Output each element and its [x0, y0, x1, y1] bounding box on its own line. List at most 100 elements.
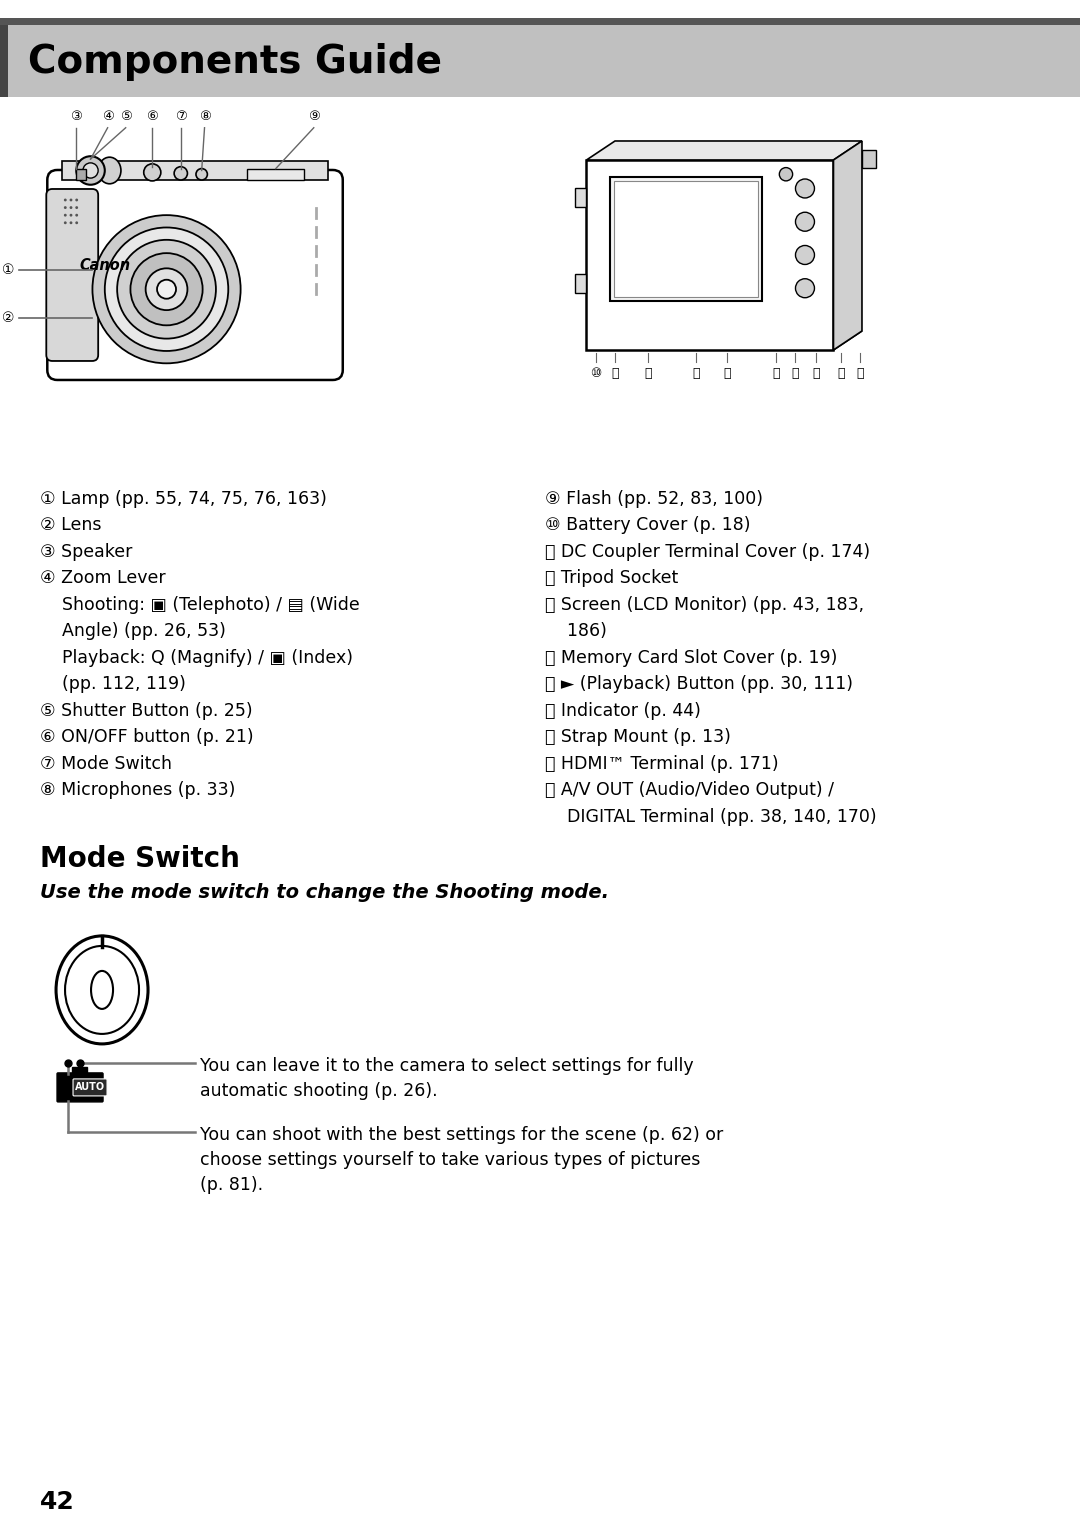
Text: ⑫ Tripod Socket: ⑫ Tripod Socket [545, 569, 678, 587]
Circle shape [64, 207, 67, 208]
Bar [610, 176, 762, 301]
Text: ③: ③ [70, 110, 82, 123]
Text: Mode Switch: Mode Switch [40, 846, 240, 873]
Text: ⑩: ⑩ [591, 367, 602, 380]
Bar [575, 189, 586, 207]
Circle shape [780, 167, 793, 181]
Text: You can leave it to the camera to select settings for fully
automatic shooting (: You can leave it to the camera to select… [200, 1057, 693, 1100]
Text: ⑭: ⑭ [724, 367, 731, 380]
Text: ⑰ Strap Mount (p. 13): ⑰ Strap Mount (p. 13) [545, 729, 731, 747]
Circle shape [76, 222, 78, 224]
Circle shape [93, 214, 241, 364]
Text: You can shoot with the best settings for the scene (p. 62) or
choose settings yo: You can shoot with the best settings for… [200, 1126, 724, 1194]
Text: ⑬: ⑬ [692, 367, 700, 380]
Bar [0, 24, 8, 97]
Polygon shape [586, 332, 862, 350]
Text: ⑯ Indicator (p. 44): ⑯ Indicator (p. 44) [545, 701, 701, 719]
Circle shape [64, 199, 67, 201]
Ellipse shape [98, 157, 121, 184]
Text: ⑪: ⑪ [611, 367, 619, 380]
Text: ⑦ Mode Switch: ⑦ Mode Switch [40, 754, 172, 773]
Polygon shape [834, 141, 862, 350]
Text: ⑱ HDMI™ Terminal (p. 171): ⑱ HDMI™ Terminal (p. 171) [545, 754, 779, 773]
FancyBboxPatch shape [48, 170, 342, 380]
Circle shape [76, 207, 78, 208]
Text: ⑪ DC Coupler Terminal Cover (p. 174): ⑪ DC Coupler Terminal Cover (p. 174) [545, 543, 870, 561]
Text: Components Guide: Components Guide [28, 43, 442, 81]
Text: ⑤ Shutter Button (p. 25): ⑤ Shutter Button (p. 25) [40, 701, 253, 719]
Bar [0, 18, 1080, 24]
Text: ②: ② [2, 310, 14, 324]
Bar [63, 161, 327, 179]
Bar [72, 1066, 87, 1075]
Text: ⑦: ⑦ [175, 110, 187, 123]
Text: ⑨: ⑨ [308, 110, 320, 123]
Circle shape [64, 222, 67, 224]
Circle shape [796, 278, 814, 298]
Text: Canon: Canon [79, 259, 131, 272]
Text: ⑧ Microphones (p. 33): ⑧ Microphones (p. 33) [40, 782, 235, 800]
Text: ⑫: ⑫ [645, 367, 652, 380]
Text: ④ Zoom Lever: ④ Zoom Lever [40, 569, 165, 587]
Circle shape [64, 214, 67, 216]
Ellipse shape [195, 169, 207, 179]
Text: ① Lamp (pp. 55, 74, 75, 76, 163): ① Lamp (pp. 55, 74, 75, 76, 163) [40, 490, 327, 508]
Circle shape [83, 163, 98, 178]
Text: ⑥: ⑥ [147, 110, 159, 123]
Circle shape [69, 214, 72, 216]
Bar [575, 274, 586, 294]
Polygon shape [586, 160, 834, 350]
Circle shape [157, 280, 176, 298]
Text: ⑱: ⑱ [837, 367, 845, 380]
Bar [77, 169, 85, 179]
Circle shape [146, 268, 188, 310]
Text: ⑲ A/V OUT (Audio/Video Output) /: ⑲ A/V OUT (Audio/Video Output) / [545, 782, 834, 800]
Ellipse shape [65, 946, 139, 1034]
Text: AUTO: AUTO [75, 1083, 105, 1092]
Circle shape [796, 179, 814, 198]
Circle shape [796, 245, 814, 265]
Text: ⑧: ⑧ [199, 110, 211, 123]
Ellipse shape [174, 167, 188, 179]
Circle shape [105, 228, 228, 351]
Text: ①: ① [2, 263, 14, 277]
Text: 42: 42 [40, 1491, 75, 1513]
Text: 186): 186) [545, 622, 607, 640]
Text: ⑤: ⑤ [120, 110, 132, 123]
Text: ⑬ Screen (LCD Monitor) (pp. 43, 183,: ⑬ Screen (LCD Monitor) (pp. 43, 183, [545, 596, 864, 614]
Text: ⑭ Memory Card Slot Cover (p. 19): ⑭ Memory Card Slot Cover (p. 19) [545, 649, 837, 666]
Text: ③ Speaker: ③ Speaker [40, 543, 133, 561]
Text: Angle) (pp. 26, 53): Angle) (pp. 26, 53) [40, 622, 226, 640]
Text: ④: ④ [102, 110, 113, 123]
FancyBboxPatch shape [46, 189, 98, 360]
Bar [247, 169, 305, 179]
Ellipse shape [56, 935, 148, 1043]
Circle shape [131, 252, 203, 325]
Ellipse shape [144, 164, 161, 181]
Text: ⑥ ON/OFF button (p. 21): ⑥ ON/OFF button (p. 21) [40, 729, 254, 747]
Text: ⑮ ► (Playback) Button (pp. 30, 111): ⑮ ► (Playback) Button (pp. 30, 111) [545, 675, 853, 694]
Bar [862, 151, 876, 167]
Text: ⑲: ⑲ [856, 367, 864, 380]
Circle shape [796, 213, 814, 231]
Text: ⑩ Battery Cover (p. 18): ⑩ Battery Cover (p. 18) [545, 517, 751, 534]
Text: (pp. 112, 119): (pp. 112, 119) [40, 675, 186, 694]
Circle shape [117, 240, 216, 339]
Circle shape [77, 157, 105, 184]
FancyBboxPatch shape [57, 1072, 103, 1101]
Text: ⑰: ⑰ [812, 367, 820, 380]
Text: ⑨ Flash (pp. 52, 83, 100): ⑨ Flash (pp. 52, 83, 100) [545, 490, 762, 508]
Circle shape [69, 222, 72, 224]
Polygon shape [586, 141, 862, 160]
Text: Use the mode switch to change the Shooting mode.: Use the mode switch to change the Shooti… [40, 882, 609, 902]
FancyBboxPatch shape [73, 1078, 107, 1097]
Text: DIGITAL Terminal (pp. 38, 140, 170): DIGITAL Terminal (pp. 38, 140, 170) [545, 808, 877, 826]
Bar [615, 181, 758, 297]
Bar [0, 24, 1080, 97]
Circle shape [76, 214, 78, 216]
Text: ⑯: ⑯ [792, 367, 799, 380]
Text: Shooting: ▣ (Telephoto) / ▤ (Wide: Shooting: ▣ (Telephoto) / ▤ (Wide [40, 596, 360, 614]
Circle shape [69, 207, 72, 208]
Circle shape [69, 199, 72, 201]
Text: ⑮: ⑮ [772, 367, 780, 380]
